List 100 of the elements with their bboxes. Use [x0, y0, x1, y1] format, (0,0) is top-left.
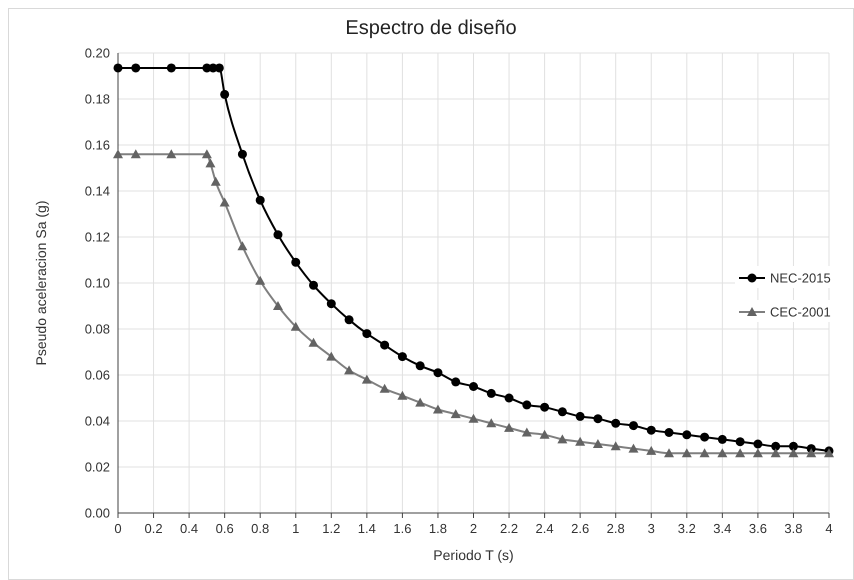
point — [540, 430, 550, 439]
x-tick-label: 2.2 — [500, 521, 518, 536]
point — [753, 440, 762, 448]
point — [344, 365, 354, 374]
point — [664, 428, 674, 437]
y-tick-label: 0.20 — [84, 46, 110, 60]
point — [575, 436, 586, 446]
point — [522, 428, 532, 436]
x-tick-label: 4 — [825, 521, 833, 536]
point — [131, 63, 140, 72]
x-tick-label: 1.8 — [428, 521, 447, 536]
point — [113, 149, 123, 158]
y-tick-label: 0.02 — [84, 460, 110, 474]
point — [540, 402, 550, 412]
point — [256, 196, 265, 205]
point — [788, 448, 798, 458]
x-tick-label: 3.6 — [748, 521, 767, 536]
point — [576, 412, 585, 421]
point — [718, 434, 727, 444]
point — [682, 448, 692, 458]
point — [397, 390, 408, 400]
point — [522, 400, 532, 410]
point — [210, 176, 221, 186]
x-tick-label: 2 — [470, 521, 478, 536]
point — [291, 258, 300, 267]
point — [166, 63, 176, 72]
point — [788, 442, 798, 451]
y-tick-label: 0.12 — [84, 230, 110, 244]
point — [451, 377, 460, 386]
point — [486, 388, 496, 398]
point — [735, 448, 746, 458]
point — [362, 374, 372, 384]
point — [273, 230, 282, 240]
point — [592, 439, 603, 448]
y-tick-label: 0.14 — [84, 184, 110, 198]
point — [202, 149, 212, 158]
legend-label: CEC-2001 — [770, 304, 831, 320]
point — [770, 448, 781, 458]
point — [220, 198, 230, 206]
point — [628, 444, 638, 453]
x-tick-label: 3.4 — [713, 521, 732, 536]
point — [771, 442, 780, 451]
point — [628, 421, 638, 430]
point — [700, 432, 710, 442]
x-tick-label: 2.6 — [571, 521, 590, 536]
x-tick-label: 1.2 — [322, 521, 340, 536]
point — [504, 394, 514, 402]
point — [736, 437, 745, 446]
point — [469, 382, 478, 391]
y-tick-label: 0.08 — [84, 322, 110, 336]
point — [114, 63, 122, 72]
x-tick-label: 1.4 — [358, 521, 376, 536]
point — [557, 434, 568, 444]
point — [380, 384, 390, 393]
x-axis-title: Periodo T (s) — [433, 547, 514, 563]
point — [237, 241, 248, 250]
point — [255, 276, 266, 285]
point — [433, 368, 442, 378]
point — [610, 441, 621, 450]
point — [432, 404, 443, 414]
point — [486, 418, 496, 428]
y-axis-title: Pseudo aceleracion Sa (g) — [33, 200, 49, 366]
point — [611, 418, 620, 428]
chart-title: Espectro de diseño — [345, 17, 517, 39]
point — [700, 448, 710, 458]
y-tick-label: 0.18 — [84, 92, 110, 106]
point — [806, 448, 816, 458]
x-tick-label: 3.8 — [784, 521, 802, 536]
point — [558, 407, 567, 416]
point — [238, 150, 247, 159]
point — [130, 149, 141, 158]
point — [272, 301, 283, 310]
point — [362, 329, 372, 338]
x-tick-label: 0 — [114, 521, 122, 536]
point — [344, 315, 354, 324]
x-tick-label: 1 — [292, 521, 300, 536]
y-tick-label: 0.04 — [84, 414, 110, 428]
x-tick-label: 1.6 — [393, 521, 412, 536]
point — [450, 409, 461, 418]
x-tick-label: 0.4 — [180, 521, 198, 536]
point — [398, 352, 407, 362]
point — [664, 448, 674, 458]
point — [468, 414, 478, 423]
point — [646, 426, 656, 435]
x-tick-label: 0.8 — [251, 521, 270, 536]
point — [682, 430, 692, 440]
point — [326, 352, 336, 361]
x-tick-label: 2.4 — [536, 521, 554, 536]
point — [309, 280, 318, 290]
x-tick-label: 3 — [648, 521, 655, 536]
point — [326, 299, 336, 308]
x-tick-label: 0.2 — [144, 521, 163, 536]
point — [752, 448, 763, 458]
point — [166, 149, 176, 158]
point — [308, 338, 319, 347]
point — [504, 422, 514, 432]
legend-label: NEC-2015 — [770, 270, 831, 286]
y-tick-label: 0.06 — [84, 368, 110, 382]
y-tick-label: 0.16 — [84, 138, 110, 152]
point — [717, 448, 728, 458]
